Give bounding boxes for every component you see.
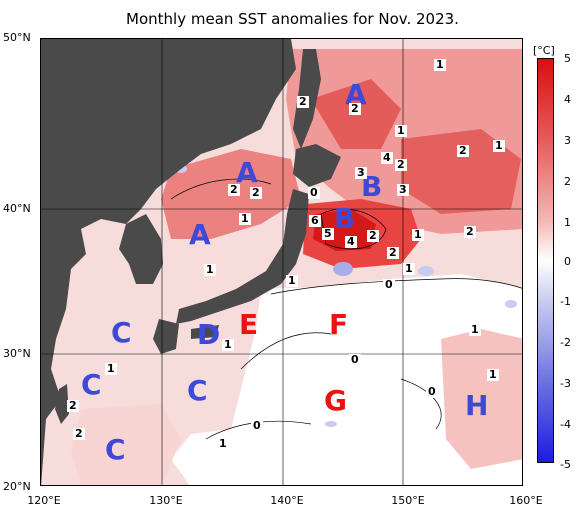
contour-label: 0 xyxy=(426,385,438,398)
lon-label-140e: 140°E xyxy=(270,494,304,507)
contour-label: 1 xyxy=(487,368,499,381)
lat-label-30n: 30°N xyxy=(3,347,31,360)
contour-label: 1 xyxy=(493,139,505,152)
neutral-anomaly-area xyxy=(441,329,522,469)
region-label-c: C xyxy=(111,316,132,349)
contour-label: 5 xyxy=(322,227,334,240)
contour-label: 1 xyxy=(222,338,234,351)
lon-label-130e: 130°E xyxy=(149,494,183,507)
region-label-a: A xyxy=(345,78,367,111)
contour-label: 2 xyxy=(367,229,379,242)
lat-label-40n: 40°N xyxy=(3,202,31,215)
region-label-e: E xyxy=(239,308,259,341)
lon-label-160e: 160°E xyxy=(509,494,543,507)
contour-label: 1 xyxy=(395,124,407,137)
contour-label: 2 xyxy=(457,144,469,157)
warm-anomaly-area xyxy=(313,209,376,251)
colorbar-tick-label: 1 xyxy=(564,216,571,229)
colorbar-tick-label: -5 xyxy=(560,458,571,471)
colorbar-tick-label: -2 xyxy=(560,336,571,349)
contour-label: 2 xyxy=(228,183,240,196)
contour-label: 2 xyxy=(395,158,407,171)
contour-label: 4 xyxy=(345,235,357,248)
contour-label: 2 xyxy=(67,399,79,412)
region-label-f: F xyxy=(329,308,349,341)
colorbar-unit: [°C] xyxy=(533,44,555,57)
neutral-anomaly-area xyxy=(171,274,522,485)
contour-label: 6 xyxy=(309,214,321,227)
land-honshu xyxy=(176,189,309,324)
land-shikoku xyxy=(191,325,219,339)
contour-label: 1 xyxy=(469,323,481,336)
contour-label: 1 xyxy=(286,274,298,287)
cold-anomaly-spot xyxy=(325,421,337,427)
land-asia xyxy=(41,39,296,485)
sst-anomaly-map: A A A B B C C C C D E F G H 1 2 2 1 2 2 … xyxy=(40,38,523,486)
colorbar-gradient xyxy=(538,59,553,462)
contour-label: 2 xyxy=(349,102,361,115)
region-label-b: B xyxy=(361,170,383,203)
colorbar-tick-label: 2 xyxy=(564,175,571,188)
colorbar-tick-label: 0 xyxy=(564,255,571,268)
contour-label: 2 xyxy=(73,427,85,440)
contour-label: 3 xyxy=(397,183,409,196)
lon-label-150e: 150°E xyxy=(391,494,425,507)
contour-label: 1 xyxy=(434,58,446,71)
grid-lines xyxy=(41,39,522,485)
contour-label: 0 xyxy=(251,419,263,432)
lat-label-20n: 20°N xyxy=(3,480,31,493)
region-label-c: C xyxy=(81,368,102,401)
contour-label: 2 xyxy=(250,186,262,199)
warm-anomaly-area xyxy=(401,129,521,214)
contour-label: 0 xyxy=(383,278,395,291)
cold-anomaly-spot xyxy=(418,266,434,276)
region-label-d: D xyxy=(197,318,221,351)
colorbar-tick-label: -3 xyxy=(560,377,571,390)
land-taiwan xyxy=(55,384,69,424)
colorbar-tick-label: 5 xyxy=(564,52,571,65)
contour-label: 1 xyxy=(239,212,251,225)
contour-label: 2 xyxy=(464,225,476,238)
contour-label: 0 xyxy=(308,186,320,199)
cold-anomaly-spot xyxy=(505,300,517,308)
contour-lines xyxy=(170,178,522,440)
colorbar-tick-label: 3 xyxy=(564,134,571,147)
contour-label: 0 xyxy=(349,353,361,366)
region-label-h: H xyxy=(465,389,489,422)
map-canvas xyxy=(41,39,522,485)
lat-label-50n: 50°N xyxy=(3,31,31,44)
contour-label: 4 xyxy=(381,151,393,164)
colorbar-tick-label: 4 xyxy=(564,93,571,106)
colorbar-tick-label: -1 xyxy=(560,295,571,308)
region-label-a: A xyxy=(236,156,258,189)
neutral-anomaly-area xyxy=(71,404,181,485)
contour-label: 1 xyxy=(204,263,216,276)
land-hokkaido xyxy=(293,144,341,187)
map-title: Monthly mean SST anomalies for Nov. 2023… xyxy=(126,10,459,28)
lon-label-120e: 120°E xyxy=(27,494,61,507)
contour-label: 3 xyxy=(355,166,367,179)
region-label-c: C xyxy=(187,374,208,407)
contour-label: 1 xyxy=(412,228,424,241)
land-korea xyxy=(119,214,163,284)
contour-label: 1 xyxy=(105,362,117,375)
land-kyushu xyxy=(153,319,179,354)
contour-label: 2 xyxy=(387,246,399,259)
colorbar xyxy=(537,58,554,463)
region-label-b: B xyxy=(334,202,356,235)
contour-label: 2 xyxy=(297,95,309,108)
contour-label: 1 xyxy=(217,437,229,450)
cold-anomaly-spot xyxy=(333,262,353,276)
region-label-a: A xyxy=(189,218,211,251)
region-label-g: G xyxy=(324,384,347,417)
colorbar-tick-label: -4 xyxy=(560,418,571,431)
contour-label: 1 xyxy=(403,262,415,275)
region-label-c: C xyxy=(105,433,126,466)
